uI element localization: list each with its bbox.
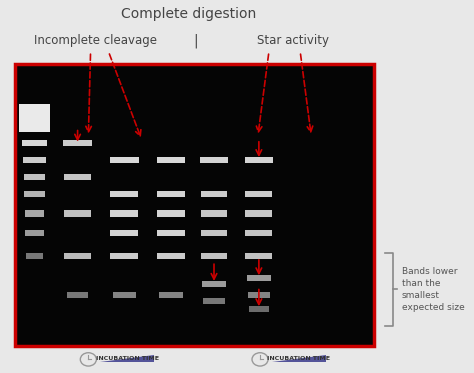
- Bar: [64, 253, 91, 259]
- Bar: [246, 191, 273, 197]
- Bar: [15, 64, 374, 346]
- Bar: [156, 157, 185, 163]
- Bar: [245, 157, 273, 163]
- Bar: [110, 230, 138, 236]
- Bar: [157, 210, 185, 217]
- Bar: [19, 104, 50, 132]
- Polygon shape: [272, 355, 326, 361]
- Bar: [67, 292, 88, 298]
- Bar: [157, 191, 185, 197]
- Text: INCUBATION TIME: INCUBATION TIME: [96, 356, 159, 361]
- Bar: [247, 275, 271, 281]
- Bar: [249, 306, 269, 312]
- Bar: [157, 253, 185, 259]
- Bar: [64, 174, 91, 180]
- Bar: [157, 230, 185, 236]
- Bar: [22, 140, 47, 146]
- Bar: [246, 210, 273, 217]
- Bar: [25, 210, 45, 217]
- Text: |: |: [193, 33, 198, 47]
- Bar: [203, 298, 225, 304]
- Bar: [201, 191, 228, 197]
- Bar: [159, 292, 182, 298]
- Bar: [64, 210, 91, 217]
- Bar: [246, 253, 273, 259]
- Bar: [110, 210, 138, 217]
- Bar: [24, 174, 46, 180]
- Text: Incomplete cleavage: Incomplete cleavage: [34, 34, 156, 47]
- Bar: [110, 191, 138, 197]
- Bar: [248, 292, 270, 298]
- Bar: [26, 253, 44, 259]
- Bar: [201, 253, 228, 259]
- Bar: [110, 253, 138, 259]
- Text: INCUBATION TIME: INCUBATION TIME: [267, 356, 330, 361]
- Bar: [202, 281, 226, 287]
- Polygon shape: [100, 355, 154, 361]
- Bar: [110, 157, 138, 163]
- Bar: [201, 210, 228, 217]
- Bar: [201, 230, 228, 236]
- Bar: [246, 230, 273, 236]
- Text: Bands lower
than the
smallest
expected size: Bands lower than the smallest expected s…: [402, 267, 465, 311]
- Bar: [63, 140, 92, 146]
- Bar: [113, 292, 136, 298]
- Bar: [25, 230, 45, 236]
- Bar: [24, 191, 46, 197]
- Bar: [200, 157, 228, 163]
- Bar: [23, 157, 46, 163]
- Text: Complete digestion: Complete digestion: [121, 7, 256, 21]
- Text: Star activity: Star activity: [257, 34, 329, 47]
